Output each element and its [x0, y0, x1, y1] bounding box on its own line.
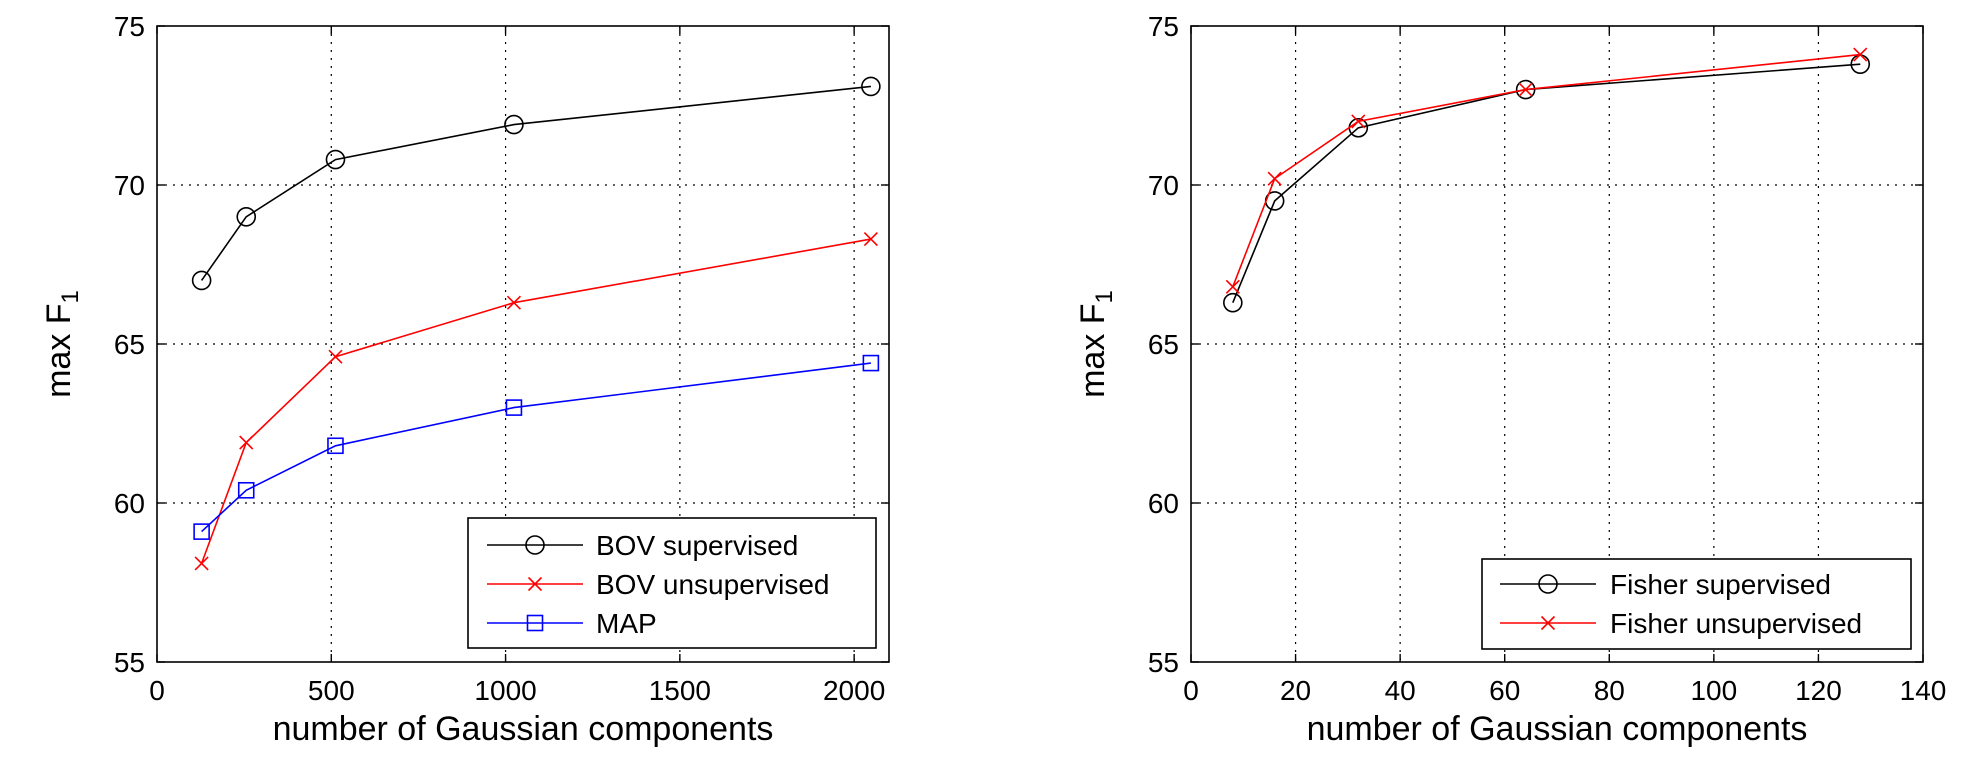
legend-marker-bov-unsupervised-stroke-b	[527, 576, 543, 592]
legend: Fisher supervised Fisher unsupervised	[1481, 558, 1912, 650]
data-point-bov-supervised	[861, 76, 881, 97]
y-tick-label: 55	[114, 647, 145, 678]
data-point-bov-supervised	[236, 207, 257, 227]
data-point-map	[237, 481, 255, 499]
data-point-map	[327, 437, 344, 455]
series-line-bov-supervised	[200, 85, 871, 281]
data-point-bov-unsupervised	[328, 349, 343, 364]
y-tick-label: 55	[1148, 647, 1179, 678]
data-point-fisher-unsupervised	[1351, 114, 1366, 129]
data-point-fisher-unsupervised-stroke-b	[1853, 47, 1868, 62]
y-tick-label: 60	[1148, 488, 1179, 519]
chart-right-fisher: 0 20 40 60 80 100 120 140 55 60 65 70 75 number of Ga…	[1074, 11, 1946, 748]
data-point-bov-supervised	[191, 270, 212, 291]
x-axis-label: number of Gaussian components	[1307, 710, 1808, 748]
legend-label: Fisher unsupervised	[1610, 608, 1862, 639]
legend-item-fisher-unsupervised: Fisher unsupervised	[1500, 608, 1862, 639]
data-point-fisher-unsupervised-stroke-b	[1225, 279, 1240, 294]
data-point-map	[505, 399, 523, 416]
data-point-fisher-unsupervised	[1518, 82, 1533, 97]
legend-label: Fisher supervised	[1610, 569, 1831, 600]
y-tick-label: 65	[1148, 329, 1179, 360]
legend-marker-fisher-supervised	[1538, 574, 1558, 594]
data-point-fisher-unsupervised-stroke-b	[1351, 114, 1366, 129]
y-tick-label: 70	[1148, 170, 1179, 201]
series-map	[193, 354, 880, 540]
data-point-bov-unsupervised-stroke-b	[506, 295, 522, 310]
data-point-map	[862, 354, 880, 372]
data-point-bov-unsupervised-stroke-b	[239, 435, 254, 450]
data-point-bov-unsupervised	[863, 231, 878, 247]
x-tick-label: 140	[1900, 675, 1947, 706]
data-point-bov-supervised	[325, 149, 346, 170]
legend-box	[1481, 558, 1912, 650]
legend-label: BOV supervised	[596, 530, 798, 561]
x-tick-label: 40	[1385, 675, 1416, 706]
legend-marker-fisher-unsupervised	[1540, 615, 1556, 631]
y-tick-label: 70	[114, 170, 145, 201]
legend-item-fisher-supervised: Fisher supervised	[1500, 569, 1831, 600]
x-tick-label: 500	[308, 675, 355, 706]
data-point-bov-supervised	[504, 114, 524, 135]
x-tick-label: 20	[1280, 675, 1311, 706]
data-point-fisher-unsupervised	[1267, 171, 1282, 186]
data-point-bov-unsupervised-stroke-b	[863, 231, 878, 247]
data-point-bov-unsupervised	[506, 295, 522, 310]
data-point-fisher-supervised	[1515, 79, 1536, 100]
data-point-bov-unsupervised	[239, 435, 254, 450]
x-tick-label: 100	[1690, 675, 1737, 706]
y-tick-label: 60	[114, 488, 145, 519]
legend-marker-fisher-unsupervised-stroke-b	[1540, 615, 1556, 631]
x-tick-label: 80	[1594, 675, 1625, 706]
x-tick-label: 1000	[474, 675, 536, 706]
data-point-bov-unsupervised-stroke-b	[194, 556, 209, 571]
data-point-bov-unsupervised	[194, 556, 209, 571]
x-tick-label: 0	[149, 675, 165, 706]
y-axis-label-subscript: 1	[57, 290, 84, 303]
x-tick-label: 0	[1183, 675, 1199, 706]
x-tick-label: 1500	[649, 675, 711, 706]
legend: BOV supervised BOV unsupervised MAP	[467, 517, 877, 649]
legend-label: MAP	[596, 608, 657, 639]
data-point-bov-unsupervised-stroke-b	[328, 349, 343, 364]
data-point-fisher-supervised	[1223, 292, 1243, 313]
x-tick-label: 60	[1489, 675, 1520, 706]
legend-item-bov-supervised: BOV supervised	[487, 530, 798, 561]
series-bov-supervised	[191, 76, 881, 291]
series-fisher-unsupervised	[1225, 47, 1868, 294]
legend-item-bov-unsupervised: BOV unsupervised	[487, 569, 829, 600]
series-line-map	[201, 362, 871, 533]
series-line-fisher-supervised	[1232, 63, 1861, 304]
x-tick-label: 2000	[823, 675, 885, 706]
y-tick-label: 75	[114, 11, 145, 42]
legend-label: BOV unsupervised	[596, 569, 829, 600]
chart-left-bov-map: 0 500 1000 1500 2000 55 60 65 70 75 number of Gaus…	[40, 11, 890, 748]
y-axis-label: max F1	[1074, 290, 1118, 398]
legend-marker-bov-unsupervised	[527, 576, 543, 592]
data-point-fisher-unsupervised-stroke-b	[1518, 82, 1533, 97]
y-axis-label-subscript: 1	[1091, 290, 1118, 303]
data-point-fisher-unsupervised	[1853, 47, 1868, 62]
y-tick-label: 65	[114, 329, 145, 360]
series-bov-unsupervised	[194, 231, 878, 571]
legend-marker-bov-supervised	[525, 535, 545, 555]
x-tick-label: 120	[1795, 675, 1842, 706]
data-point-fisher-unsupervised	[1225, 279, 1240, 294]
y-axis-label: max F1	[40, 290, 84, 398]
y-tick-label: 75	[1148, 11, 1179, 42]
x-axis-label: number of Gaussian components	[273, 710, 774, 748]
legend-marker-map	[526, 614, 544, 632]
legend-item-map: MAP	[487, 608, 657, 639]
data-point-map	[193, 523, 210, 540]
data-point-fisher-unsupervised-stroke-b	[1267, 171, 1282, 186]
